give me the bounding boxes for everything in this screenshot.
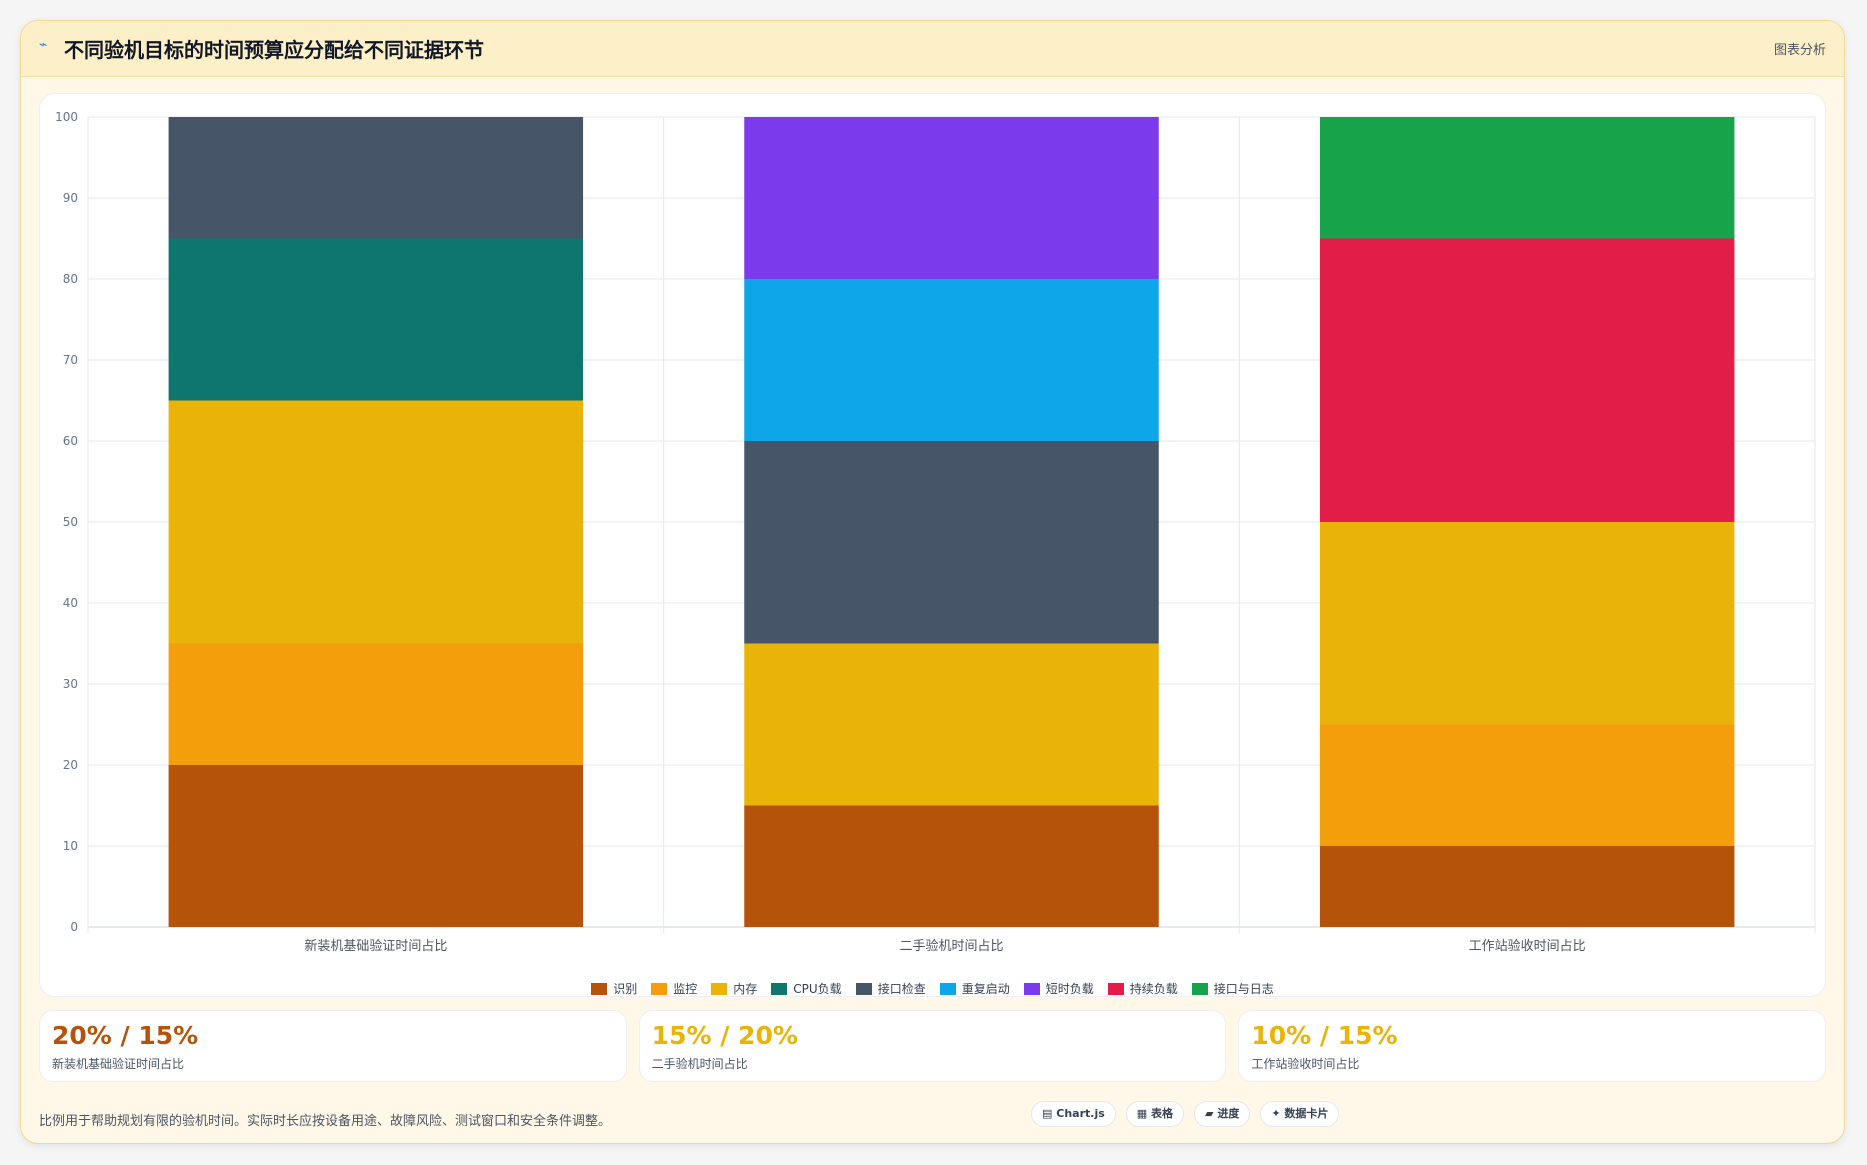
legend-swatch: [771, 983, 787, 995]
bar-segment: [169, 765, 583, 927]
legend-label: 持续负载: [1130, 980, 1178, 997]
legend-item[interactable]: 接口与日志: [1192, 980, 1274, 997]
sparkle-icon: ✦: [1271, 1107, 1280, 1120]
legend-label: 短时负载: [1046, 980, 1094, 997]
stat-cards: 20% / 15% 新装机基础验证时间占比 15% / 20% 二手验机时间占比…: [39, 1010, 1826, 1082]
y-tick-label: 0: [70, 920, 78, 934]
x-tick-label: 工作站验收时间占比: [1469, 938, 1586, 954]
legend-item[interactable]: 短时负载: [1024, 980, 1094, 997]
legend-label: 内存: [733, 980, 757, 997]
badge-label: 数据卡片: [1284, 1107, 1328, 1120]
bar-segment: [744, 117, 1158, 279]
legend-label: 监控: [673, 980, 697, 997]
bar-segment: [169, 401, 583, 644]
legend-label: 接口检查: [878, 980, 926, 997]
trend-icon: ⌁: [39, 37, 47, 53]
y-tick-label: 20: [63, 758, 78, 772]
bar-segment: [169, 239, 583, 401]
y-tick-label: 40: [63, 596, 78, 610]
bar-segment: [169, 117, 583, 239]
legend-label: CPU负载: [793, 980, 841, 997]
y-tick-label: 90: [63, 191, 78, 205]
stat-card: 10% / 15% 工作站验收时间占比: [1238, 1010, 1826, 1082]
chart-panel: 0 10 20 30 40 50 60 70 80 90 100 新装机基础验证时间占比 二手验机时间占…: [39, 93, 1826, 997]
chart-legend: 识别 监控 内存 CPU负载 接口检查 重复启动 短时负载 持续负载 接口与日志: [40, 980, 1825, 997]
x-tick-label: 新装机基础验证时间占比: [304, 938, 447, 954]
bar-segment: [169, 644, 583, 766]
stat-card: 20% / 15% 新装机基础验证时间占比: [39, 1010, 627, 1082]
legend-swatch: [591, 983, 607, 995]
bar-segment: [744, 441, 1158, 644]
bar-segment: [744, 806, 1158, 928]
badge-label: 进度: [1217, 1107, 1239, 1120]
legend-swatch: [1108, 983, 1124, 995]
legend-label: 重复启动: [962, 980, 1010, 997]
y-tick-label: 100: [55, 110, 78, 124]
stacked-bar-chart: 0 10 20 30 40 50 60 70 80 90 100 新装机基础验证时间占比 二手验机时间占…: [40, 94, 1827, 964]
y-tick-label: 30: [63, 677, 78, 691]
bar-segment: [744, 644, 1158, 806]
legend-label: 识别: [613, 980, 637, 997]
table-badge[interactable]: ▦ 表格: [1126, 1101, 1184, 1127]
legend-swatch: [856, 983, 872, 995]
y-tick-label: 10: [63, 839, 78, 853]
legend-item[interactable]: 重复启动: [940, 980, 1010, 997]
legend-swatch: [1192, 983, 1208, 995]
bar-segment: [744, 279, 1158, 441]
y-tick-label: 80: [63, 272, 78, 286]
data-card-badge[interactable]: ✦ 数据卡片: [1260, 1101, 1339, 1127]
legend-swatch: [711, 983, 727, 995]
legend-swatch: [940, 983, 956, 995]
bar-segment: [1320, 239, 1734, 523]
stat-card: 15% / 20% 二手验机时间占比: [639, 1010, 1227, 1082]
footer-badges: ▤ Chart.js ▦ 表格 ▰ 进度 ✦ 数据卡片: [1031, 1101, 1339, 1127]
footer-note: 比例用于帮助规划有限的验机时间。实际时长应按设备用途、故障风险、测试窗口和安全条…: [39, 1110, 611, 1129]
card-title: 不同验机目标的时间预算应分配给不同证据环节: [64, 34, 484, 63]
legend-item[interactable]: 持续负载: [1108, 980, 1178, 997]
legend-item[interactable]: 识别: [591, 980, 637, 997]
legend-item[interactable]: 内存: [711, 980, 757, 997]
chart-icon: ▤: [1042, 1107, 1052, 1120]
chart-card: ⌁ 不同验机目标的时间预算应分配给不同证据环节 图表分析 0 10 20 30 40 50…: [20, 20, 1845, 1144]
badge-label: 表格: [1151, 1107, 1173, 1120]
stat-label: 二手验机时间占比: [652, 1055, 748, 1072]
legend-item[interactable]: 接口检查: [856, 980, 926, 997]
bar-segment: [1320, 117, 1734, 239]
legend-item[interactable]: CPU负载: [771, 980, 841, 997]
bar-segment: [1320, 725, 1734, 847]
stat-value: 20% / 15%: [52, 1021, 198, 1050]
badge-label: Chart.js: [1056, 1107, 1105, 1120]
legend-item[interactable]: 监控: [651, 980, 697, 997]
legend-swatch: [651, 983, 667, 995]
chart-analysis-link[interactable]: 图表分析: [1774, 39, 1826, 58]
stat-value: 15% / 20%: [652, 1021, 798, 1050]
bar-segment: [1320, 522, 1734, 725]
bar-segment: [1320, 846, 1734, 927]
card-header: ⌁ 不同验机目标的时间预算应分配给不同证据环节 图表分析: [21, 21, 1844, 77]
table-icon: ▦: [1137, 1107, 1147, 1120]
stat-label: 新装机基础验证时间占比: [52, 1055, 184, 1072]
x-tick-label: 二手验机时间占比: [899, 938, 1003, 954]
progress-icon: ▰: [1205, 1107, 1213, 1120]
y-tick-label: 70: [63, 353, 78, 367]
chartjs-badge[interactable]: ▤ Chart.js: [1031, 1101, 1116, 1127]
y-tick-label: 60: [63, 434, 78, 448]
stat-value: 10% / 15%: [1251, 1021, 1397, 1050]
legend-label: 接口与日志: [1214, 980, 1274, 997]
y-tick-label: 50: [63, 515, 78, 529]
progress-badge[interactable]: ▰ 进度: [1194, 1101, 1250, 1127]
stat-label: 工作站验收时间占比: [1251, 1055, 1359, 1072]
legend-swatch: [1024, 983, 1040, 995]
